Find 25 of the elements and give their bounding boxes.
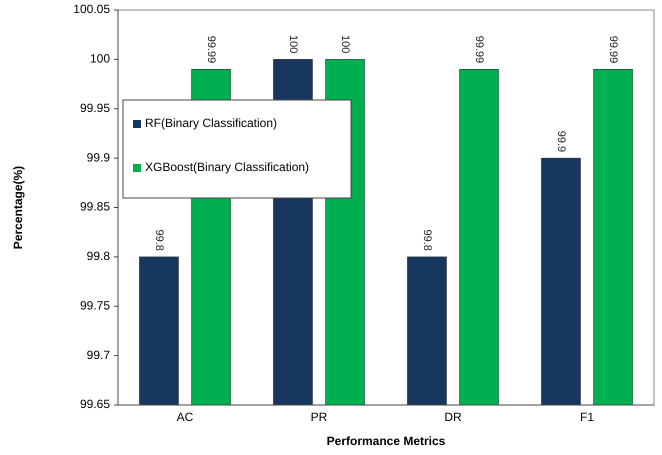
legend-label: RF(Binary Classification) [145, 116, 278, 130]
data-label: 100 [339, 35, 352, 54]
y-tick-label: 99.95 [80, 100, 110, 115]
y-axis-title: Percentage(%) [11, 166, 25, 250]
data-label: 100 [287, 35, 300, 54]
data-label: 99.99 [205, 36, 218, 64]
x-tick-label: F1 [580, 410, 594, 424]
x-axis-title: Performance Metrics [326, 434, 446, 448]
data-label: 99.99 [607, 36, 620, 64]
y-tick-label: 100 [90, 52, 110, 66]
y-tick-label: 99.75 [80, 298, 110, 312]
legend-label: XGBoost(Binary Classification) [145, 160, 310, 174]
x-tick-label: DR [444, 410, 462, 424]
y-tick-label: 99.9 [86, 150, 110, 164]
y-tick-label: 100.05 [73, 2, 110, 16]
data-label: 99.99 [473, 36, 486, 64]
y-tick-label: 99.7 [86, 348, 110, 362]
y-tick-label: 99.8 [86, 249, 110, 264]
y-tick-label: 99.85 [80, 200, 110, 214]
x-tick-label: AC [176, 410, 194, 424]
data-label: 99.8 [153, 229, 166, 251]
y-tick-label: 99.65 [80, 397, 110, 412]
x-tick-label: PR [310, 410, 328, 424]
data-label: 99.9 [555, 130, 568, 152]
data-label: 99.8 [421, 229, 434, 251]
